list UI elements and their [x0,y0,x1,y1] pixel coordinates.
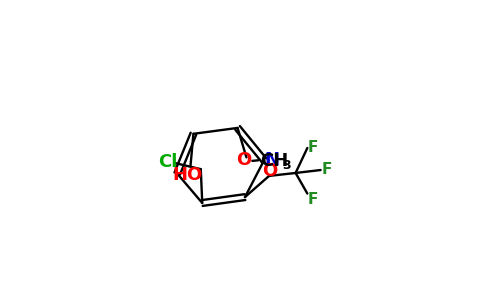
Text: CH: CH [260,152,288,170]
Text: HO: HO [172,166,203,184]
Text: Cl: Cl [158,153,177,171]
Text: F: F [308,192,318,207]
Text: F: F [308,140,318,154]
Text: N: N [265,151,280,169]
Text: O: O [262,162,278,180]
Text: O: O [236,151,251,169]
Text: 3: 3 [283,159,291,172]
Text: F: F [322,162,333,177]
